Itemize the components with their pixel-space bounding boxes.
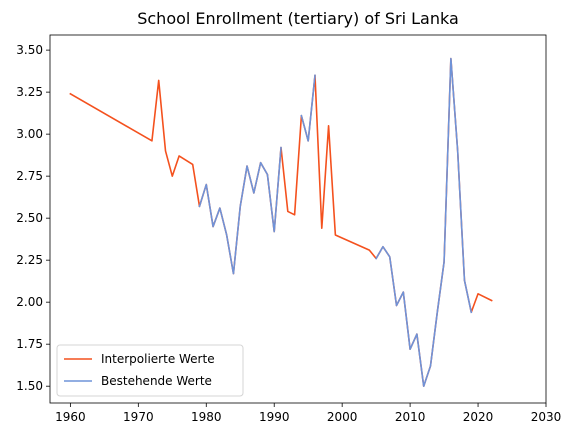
y-tick-label-2.75: 2.75 xyxy=(16,169,43,183)
series-line-2-segment-3 xyxy=(375,57,473,388)
y-tick-label-3.25: 3.25 xyxy=(16,85,43,99)
y-tick-label-3.50: 3.50 xyxy=(16,43,43,57)
plot-frame xyxy=(49,34,547,404)
x-tick-label-2000: 2000 xyxy=(327,410,358,424)
series-line-2-segment-1 xyxy=(198,146,282,275)
x-axis: 1960 1970 1980 1990 2000 2010 2020 2030 xyxy=(55,403,561,424)
y-tick-label-1.50: 1.50 xyxy=(16,379,43,393)
x-tick-label-2010: 2010 xyxy=(395,410,426,424)
chart-title: School Enrollment (tertiary) of Sri Lank… xyxy=(137,9,459,28)
plot-area xyxy=(49,34,547,404)
legend-label-1: Interpolierte Werte xyxy=(101,352,215,366)
y-tick-label-2.50: 2.50 xyxy=(16,211,43,225)
y-tick-label-2.25: 2.25 xyxy=(16,253,43,267)
y-tick-label-2.00: 2.00 xyxy=(16,295,43,309)
legend-box xyxy=(56,344,244,397)
x-tick-label-1960: 1960 xyxy=(55,410,86,424)
x-tick-label-1990: 1990 xyxy=(259,410,290,424)
y-tick-label-3.00: 3.00 xyxy=(16,127,43,141)
series-line-1 xyxy=(69,57,493,388)
x-tick-label-1980: 1980 xyxy=(191,410,222,424)
x-tick-label-1970: 1970 xyxy=(123,410,154,424)
series-line-2-segment-2 xyxy=(300,74,316,142)
y-tick-label-1.75: 1.75 xyxy=(16,337,43,351)
legend-label-2: Bestehende Werte xyxy=(101,374,212,388)
x-tick-label-2030: 2030 xyxy=(531,410,562,424)
x-tick-label-2020: 2020 xyxy=(463,410,494,424)
y-axis: 1.50 1.75 2.00 2.25 2.50 2.75 3.00 3.25 3.50 xyxy=(16,43,50,393)
legend: Interpolierte Werte Bestehende Werte xyxy=(56,344,244,397)
